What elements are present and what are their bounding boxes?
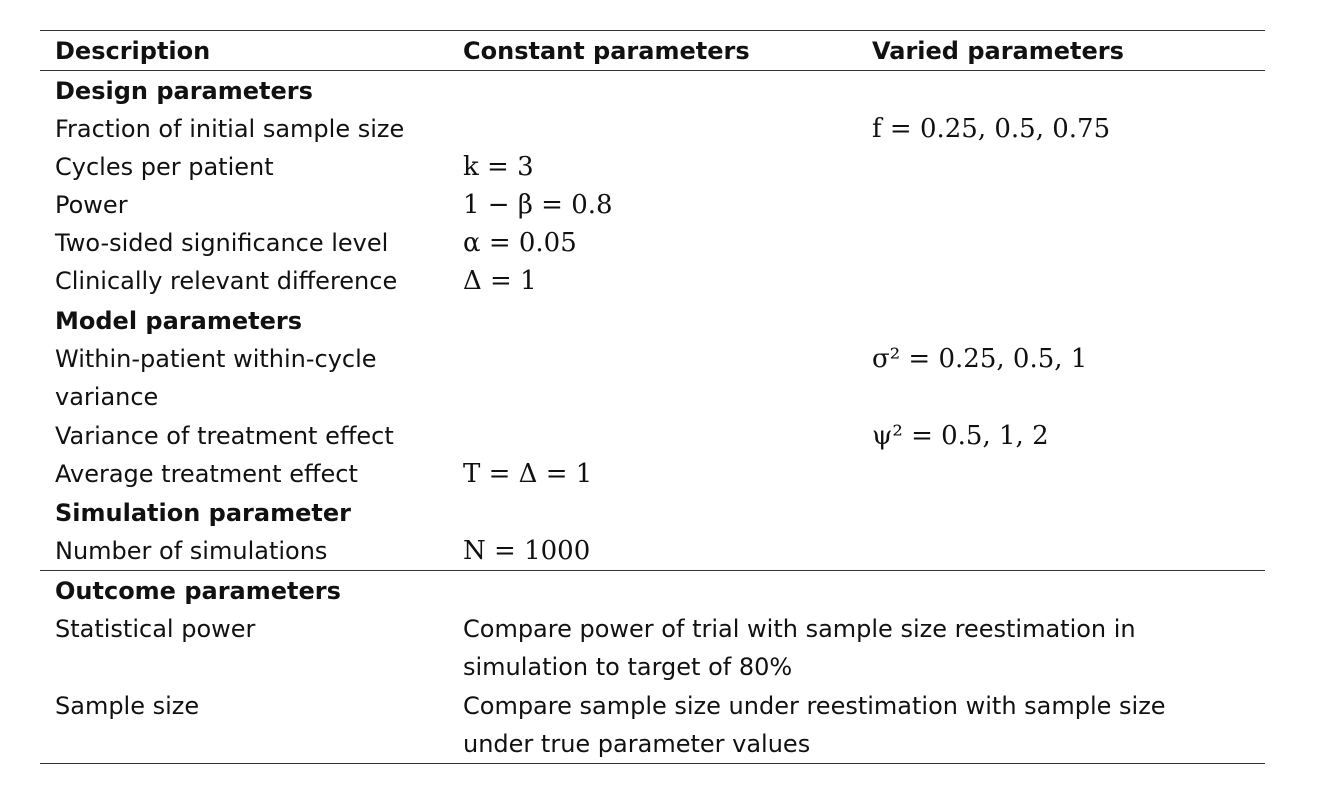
row-within-variance-varied: σ² = 0.25, 0.5, 1 (872, 344, 1088, 374)
row-delta-constant: Δ = 1 (463, 266, 537, 296)
row-sample-size-outcome-line2: under true parameter values (463, 730, 811, 758)
row-cycles-constant: k = 3 (463, 152, 534, 182)
section-outcome-parameters: Outcome parameters (55, 577, 341, 605)
row-treatment-variance-varied: ψ² = 0.5, 1, 2 (872, 421, 1049, 451)
table-section-rule (40, 570, 1265, 571)
table-header-rule (40, 70, 1265, 71)
row-stat-power-outcome-line2: simulation to target of 80% (463, 653, 793, 681)
row-fraction-varied: f = 0.25, 0.5, 0.75 (872, 114, 1111, 144)
row-num-sims-constant: N = 1000 (463, 536, 591, 566)
section-model-parameters: Model parameters (55, 307, 302, 335)
row-stat-power-description: Statistical power (55, 615, 256, 643)
row-power-constant: 1 − β = 0.8 (463, 190, 613, 220)
row-avg-effect-description: Average treatment effect (55, 460, 358, 488)
header-constant: Constant parameters (463, 37, 750, 65)
row-cycles-description: Cycles per patient (55, 153, 274, 181)
row-sample-size-description: Sample size (55, 692, 200, 720)
header-description: Description (55, 37, 211, 65)
row-within-variance-description-line1: Within-patient within-cycle (55, 345, 377, 373)
row-treatment-variance-description: Variance of treatment effect (55, 422, 394, 450)
row-delta-description: Clinically relevant difference (55, 267, 398, 295)
row-avg-effect-constant: T = Δ = 1 (463, 459, 593, 489)
row-fraction-description: Fraction of initial sample size (55, 115, 405, 143)
row-alpha-description: Two-sided significance level (55, 229, 389, 257)
table-bottom-rule (40, 763, 1265, 764)
table-top-rule (40, 30, 1265, 31)
row-stat-power-outcome-line1: Compare power of trial with sample size … (463, 615, 1136, 643)
row-power-description: Power (55, 191, 128, 219)
row-alpha-constant: α = 0.05 (463, 228, 577, 258)
row-sample-size-outcome-line1: Compare sample size under reestimation w… (463, 692, 1166, 720)
section-design-parameters: Design parameters (55, 77, 313, 105)
row-num-sims-description: Number of simulations (55, 537, 328, 565)
header-varied: Varied parameters (872, 37, 1124, 65)
row-within-variance-description-line2: variance (55, 383, 159, 411)
section-simulation-parameter: Simulation parameter (55, 499, 351, 527)
